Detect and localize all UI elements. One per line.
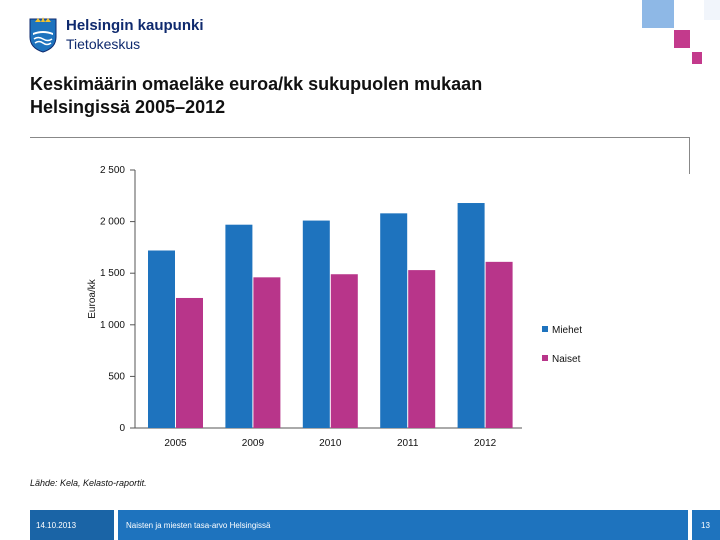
title-divider-tick bbox=[689, 137, 690, 174]
title-line-1: Keskimäärin omaeläke euroa/kk sukupuolen… bbox=[30, 74, 483, 94]
title-line-2: Helsingissä 2005–2012 bbox=[30, 97, 226, 117]
deco-square-white-edge bbox=[704, 0, 720, 20]
bar-miehet-2010 bbox=[302, 220, 330, 428]
deco-square-pink-top bbox=[674, 30, 690, 48]
bar-miehet-2011 bbox=[380, 213, 408, 428]
bar-miehet-2005 bbox=[148, 250, 175, 428]
legend-swatch-naiset bbox=[542, 355, 548, 361]
bar-miehet-2012 bbox=[457, 203, 485, 428]
source-note: Lähde: Kela, Kelasto-raportit. bbox=[30, 478, 147, 488]
y-tick-label: 1 500 bbox=[100, 268, 125, 279]
brand-unit: Tietokeskus bbox=[66, 36, 141, 52]
y-tick-label: 0 bbox=[119, 423, 125, 434]
bar-naiset-2005 bbox=[176, 297, 203, 428]
helsinki-logo: Helsingin kaupunki Tietokeskus bbox=[28, 15, 204, 55]
footer-bar bbox=[118, 510, 688, 540]
helsinki-crest-icon bbox=[29, 17, 57, 53]
x-tick-label: 2011 bbox=[397, 438, 419, 449]
y-tick-label: 1 000 bbox=[100, 320, 125, 331]
deco-square-light-blue bbox=[642, 0, 674, 28]
x-tick-label: 2010 bbox=[319, 438, 342, 449]
y-tick-label: 500 bbox=[108, 371, 125, 382]
title-divider bbox=[30, 137, 690, 138]
footer-subtitle: Naisten ja miesten tasa-arvo Helsingissä bbox=[126, 521, 271, 530]
y-tick-label: 2 500 bbox=[100, 165, 125, 176]
bar-naiset-2009 bbox=[253, 277, 281, 428]
legend-swatch-miehet bbox=[542, 326, 548, 332]
x-tick-label: 2012 bbox=[474, 438, 497, 449]
y-tick-label: 2 000 bbox=[100, 217, 125, 228]
brand-name: Helsingin kaupunki bbox=[66, 17, 204, 34]
bar-naiset-2011 bbox=[408, 270, 436, 428]
footer-page-number: 13 bbox=[701, 521, 710, 530]
legend-label-naiset: Naiset bbox=[552, 354, 581, 365]
deco-square-pink-small bbox=[692, 52, 702, 64]
pension-bar-chart: 0 500 1 000 1 500 2 000 2 500 Euroa/kk 2005 2009… bbox=[87, 165, 582, 449]
page-title: Keskimäärin omaeläke euroa/kk sukupuolen… bbox=[30, 73, 590, 119]
legend-label-miehet: Miehet bbox=[552, 325, 582, 336]
x-tick-label: 2005 bbox=[164, 438, 187, 449]
footer-date: 14.10.2013 bbox=[36, 521, 77, 530]
bar-naiset-2010 bbox=[330, 274, 358, 428]
bar-miehet-2009 bbox=[225, 224, 253, 428]
bar-naiset-2012 bbox=[485, 261, 513, 428]
footer-page-box bbox=[692, 510, 720, 540]
y-axis-label: Euroa/kk bbox=[87, 278, 98, 318]
x-tick-label: 2009 bbox=[242, 438, 265, 449]
footer-date-box bbox=[30, 510, 114, 540]
